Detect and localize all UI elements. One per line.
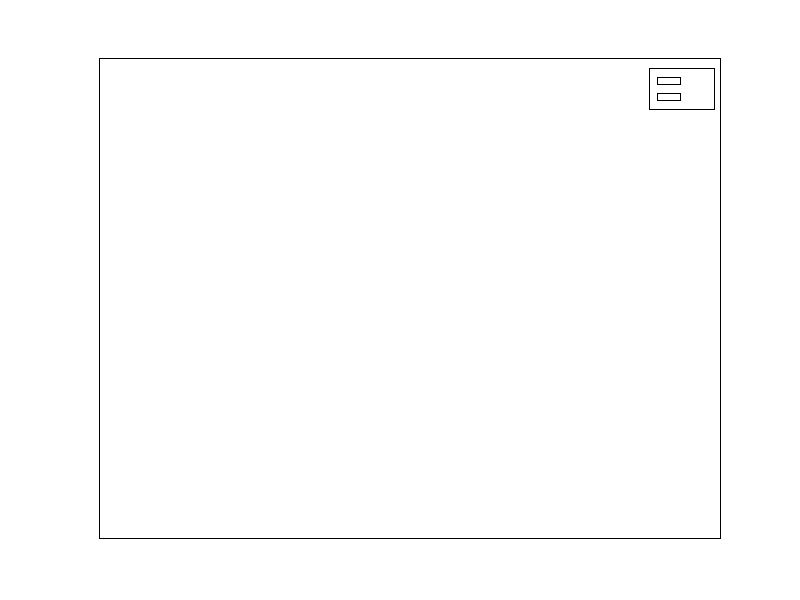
fp-color-swatch — [657, 93, 681, 101]
y-axis-label-wrap — [37, 59, 57, 538]
legend-entry-tp — [657, 77, 714, 85]
legend-entry-fp — [657, 93, 714, 101]
legend — [649, 68, 715, 110]
plot-area — [99, 58, 721, 539]
y-tick-labels — [100, 59, 720, 538]
tp-color-swatch — [657, 77, 681, 85]
